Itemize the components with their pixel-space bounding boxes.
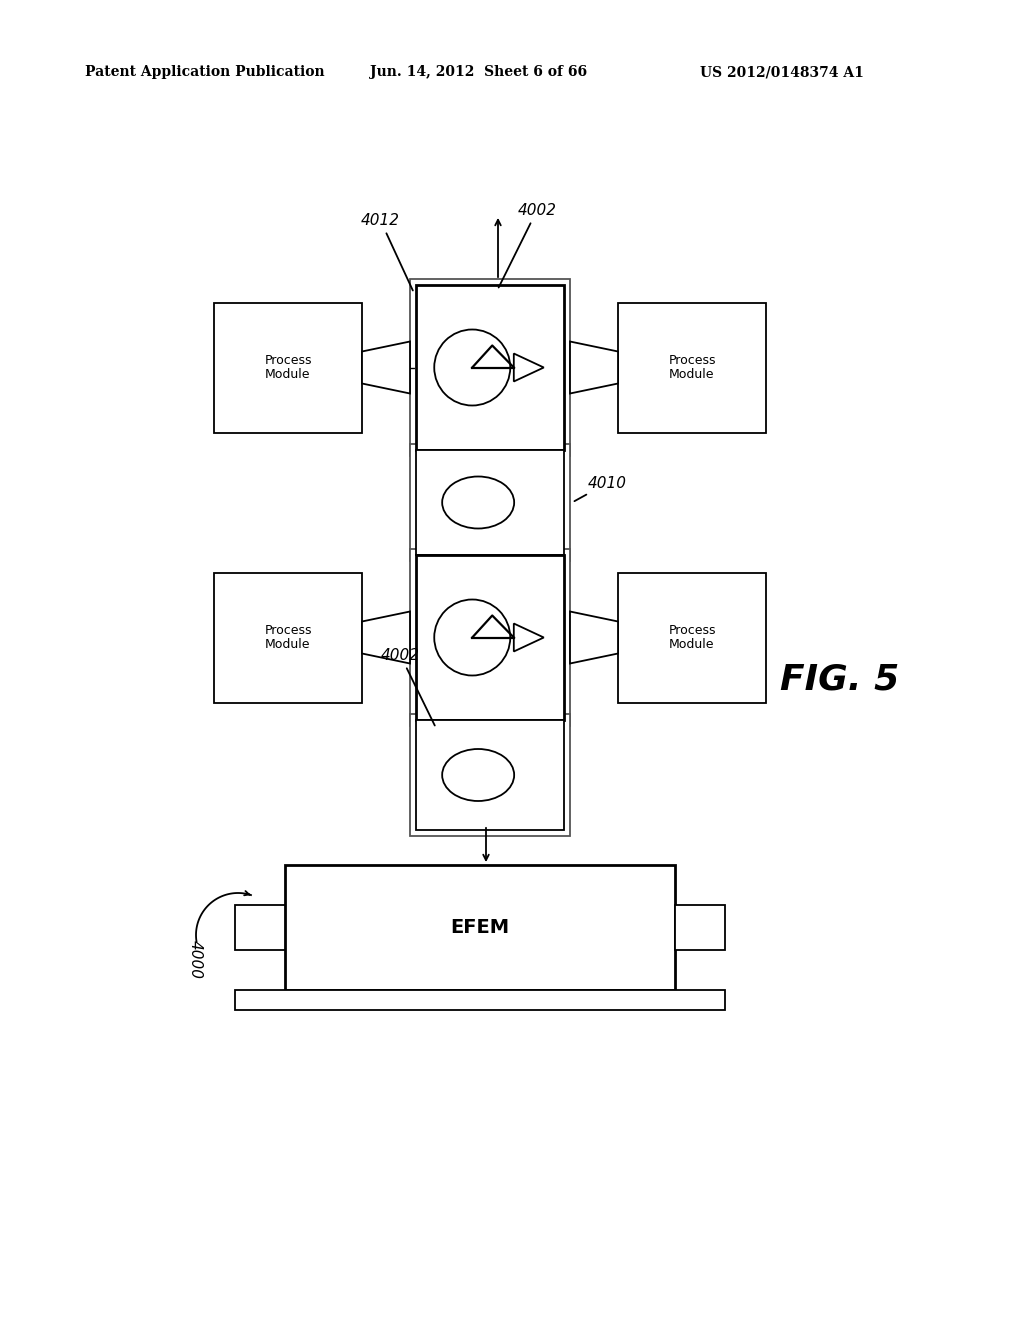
Bar	[416, 554, 564, 719]
Bar	[675, 906, 725, 950]
Bar	[410, 444, 570, 561]
Text: EFEM: EFEM	[451, 917, 510, 937]
Text: 4002: 4002	[499, 203, 556, 288]
Polygon shape	[362, 611, 410, 664]
Text: 4002: 4002	[381, 648, 435, 726]
Bar	[214, 302, 362, 433]
Text: 4010: 4010	[574, 475, 627, 502]
Bar	[410, 549, 570, 726]
Text: Process
Module: Process Module	[264, 354, 311, 381]
Text: Jun. 14, 2012  Sheet 6 of 66: Jun. 14, 2012 Sheet 6 of 66	[370, 65, 587, 79]
Bar	[416, 285, 564, 450]
Text: 4000: 4000	[187, 940, 203, 979]
Polygon shape	[570, 611, 618, 664]
Bar	[410, 279, 570, 455]
Text: Process
Module: Process Module	[264, 623, 311, 652]
Bar	[618, 573, 766, 702]
Bar	[416, 450, 564, 554]
Polygon shape	[362, 342, 410, 393]
Text: Process
Module: Process Module	[669, 623, 716, 652]
Polygon shape	[570, 342, 618, 393]
Bar	[410, 714, 570, 836]
Text: US 2012/0148374 A1: US 2012/0148374 A1	[700, 65, 864, 79]
Bar	[285, 865, 675, 990]
Text: Process
Module: Process Module	[669, 354, 716, 381]
Text: Patent Application Publication: Patent Application Publication	[85, 65, 325, 79]
Bar	[214, 573, 362, 702]
Text: 4012: 4012	[361, 213, 413, 290]
Bar	[234, 990, 725, 1010]
Text: FIG. 5: FIG. 5	[780, 663, 899, 697]
Bar	[618, 302, 766, 433]
Bar	[416, 719, 564, 830]
Bar	[234, 906, 285, 950]
